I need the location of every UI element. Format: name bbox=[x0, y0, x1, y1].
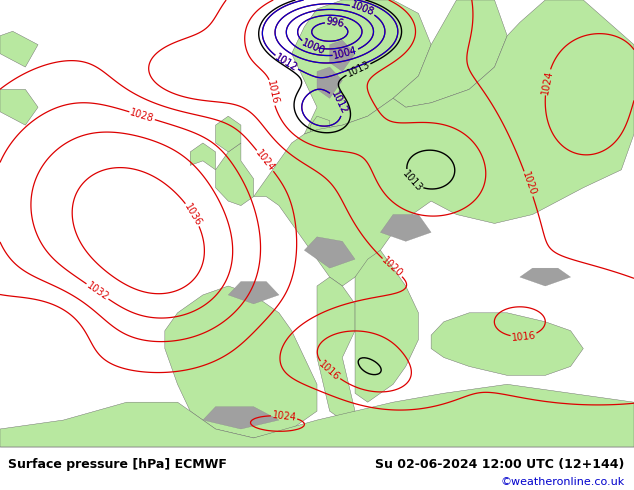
Polygon shape bbox=[203, 407, 279, 429]
Text: 1013: 1013 bbox=[345, 60, 372, 79]
Text: 1024: 1024 bbox=[254, 148, 276, 173]
Polygon shape bbox=[393, 0, 507, 107]
Polygon shape bbox=[216, 116, 241, 152]
Text: 1024: 1024 bbox=[271, 410, 297, 423]
Text: 996: 996 bbox=[325, 16, 345, 29]
Polygon shape bbox=[165, 286, 317, 438]
Polygon shape bbox=[0, 31, 38, 67]
Text: 1032: 1032 bbox=[84, 280, 110, 302]
Text: 1004: 1004 bbox=[333, 46, 359, 61]
Text: 1012: 1012 bbox=[329, 90, 349, 117]
Polygon shape bbox=[254, 0, 634, 286]
Text: 1012: 1012 bbox=[273, 52, 299, 74]
Text: 1024: 1024 bbox=[540, 69, 554, 95]
Text: 996: 996 bbox=[325, 16, 345, 29]
Text: 1000: 1000 bbox=[301, 37, 327, 56]
Text: 1020: 1020 bbox=[380, 256, 404, 280]
Text: 1012: 1012 bbox=[329, 90, 349, 117]
Polygon shape bbox=[228, 282, 279, 304]
Polygon shape bbox=[216, 143, 254, 206]
Text: 1008: 1008 bbox=[349, 0, 376, 18]
Text: 1013: 1013 bbox=[400, 169, 424, 194]
Polygon shape bbox=[380, 215, 431, 241]
Polygon shape bbox=[520, 268, 571, 286]
Text: 1016: 1016 bbox=[511, 330, 536, 343]
Text: 1036: 1036 bbox=[183, 201, 204, 228]
Polygon shape bbox=[304, 237, 355, 268]
Text: 1012: 1012 bbox=[273, 52, 299, 74]
Polygon shape bbox=[0, 89, 38, 125]
Polygon shape bbox=[431, 313, 583, 375]
Text: 1016: 1016 bbox=[264, 80, 280, 106]
Polygon shape bbox=[311, 116, 330, 143]
Polygon shape bbox=[317, 277, 355, 420]
Polygon shape bbox=[0, 384, 634, 447]
Text: 1028: 1028 bbox=[129, 107, 155, 124]
Text: Su 02-06-2024 12:00 UTC (12+144): Su 02-06-2024 12:00 UTC (12+144) bbox=[375, 458, 624, 470]
Text: 1020: 1020 bbox=[520, 171, 538, 197]
Polygon shape bbox=[190, 143, 216, 170]
Polygon shape bbox=[317, 67, 342, 98]
Polygon shape bbox=[292, 0, 431, 134]
Text: 1016: 1016 bbox=[317, 359, 342, 383]
Text: ©weatheronline.co.uk: ©weatheronline.co.uk bbox=[500, 477, 624, 487]
Text: Surface pressure [hPa] ECMWF: Surface pressure [hPa] ECMWF bbox=[8, 458, 226, 470]
Text: 1000: 1000 bbox=[301, 37, 327, 56]
Polygon shape bbox=[355, 250, 418, 402]
Polygon shape bbox=[330, 40, 355, 72]
Text: 1008: 1008 bbox=[349, 0, 376, 18]
Text: 1004: 1004 bbox=[333, 46, 359, 61]
